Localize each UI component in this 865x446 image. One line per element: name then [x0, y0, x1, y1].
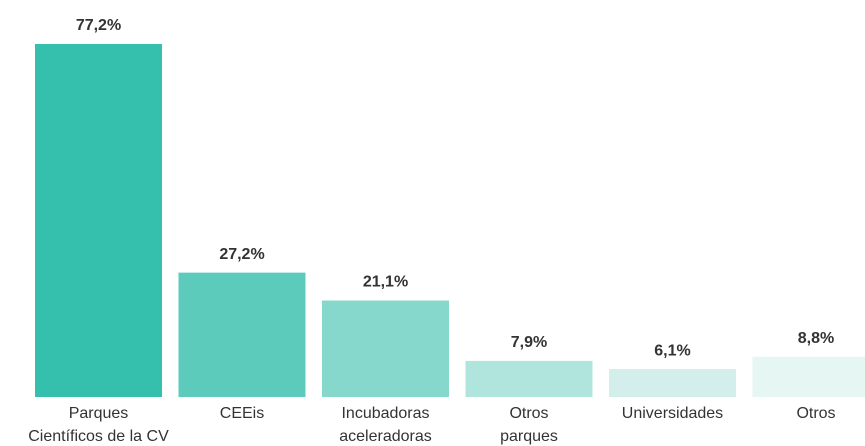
- x-tick-label: aceleradoras: [339, 428, 432, 445]
- value-label: 27,2%: [219, 246, 264, 263]
- bar: [752, 356, 865, 397]
- x-tick-label: Parques: [69, 405, 129, 422]
- value-label: 7,9%: [511, 334, 547, 351]
- bar: [465, 360, 593, 397]
- value-label: 6,1%: [654, 342, 690, 359]
- value-label: 8,8%: [798, 330, 834, 347]
- x-tick-label: Universidades: [622, 405, 723, 422]
- x-tick-label: Otros: [796, 405, 835, 422]
- bar: [35, 44, 162, 397]
- bar: [178, 272, 306, 397]
- x-tick-label: CEEis: [220, 405, 264, 422]
- value-label: 21,1%: [363, 274, 408, 291]
- x-tick-label: parques: [500, 428, 558, 445]
- x-tick-label: Otros: [509, 405, 548, 422]
- bar: [609, 369, 736, 397]
- x-tick-label: Científicos de la CV: [28, 428, 169, 445]
- value-label: 77,2%: [76, 17, 121, 34]
- x-tick-label: Incubadoras: [341, 405, 429, 422]
- bar: [322, 300, 449, 397]
